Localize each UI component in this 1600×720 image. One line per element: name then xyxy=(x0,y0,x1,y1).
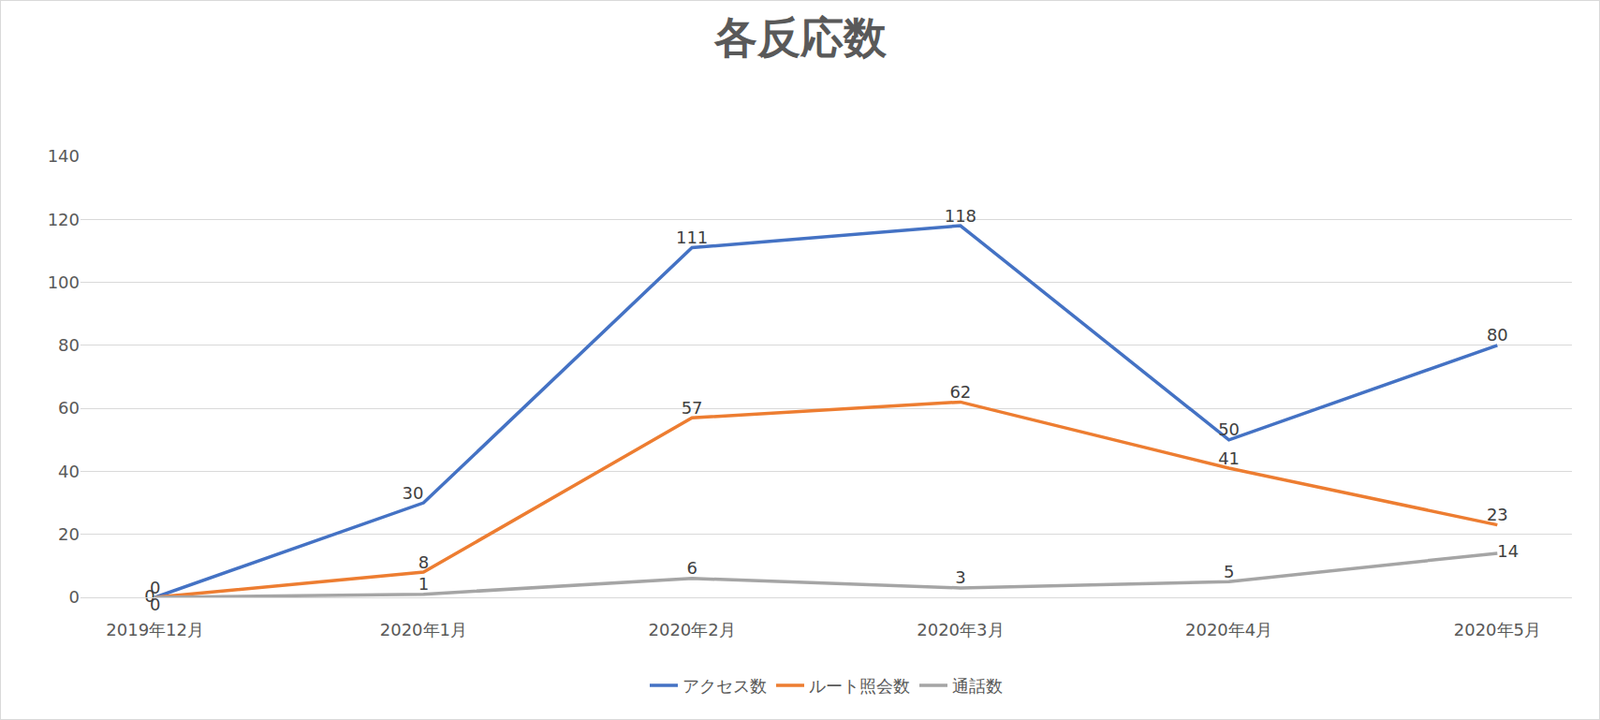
svg-text:0: 0 xyxy=(144,586,155,606)
svg-text:2020年3月: 2020年3月 xyxy=(916,619,1004,640)
svg-text:6: 6 xyxy=(686,557,697,578)
svg-text:8: 8 xyxy=(418,552,429,573)
svg-text:2019年12月: 2019年12月 xyxy=(105,619,205,640)
svg-text:30: 30 xyxy=(401,483,424,503)
svg-text:140: 140 xyxy=(47,146,80,166)
svg-text:各反応数: 各反応数 xyxy=(713,12,888,63)
svg-text:2020年5月: 2020年5月 xyxy=(1453,619,1542,640)
svg-text:3: 3 xyxy=(954,567,966,588)
svg-text:20: 20 xyxy=(58,524,80,544)
svg-text:14: 14 xyxy=(1497,541,1519,561)
svg-text:2020年4月: 2020年4月 xyxy=(1185,619,1273,640)
svg-text:111: 111 xyxy=(675,227,708,248)
svg-text:50: 50 xyxy=(1218,419,1240,440)
svg-text:アクセス数: アクセス数 xyxy=(682,675,767,696)
svg-text:41: 41 xyxy=(1218,448,1240,469)
svg-text:80: 80 xyxy=(58,335,80,355)
svg-text:23: 23 xyxy=(1486,504,1509,525)
svg-text:57: 57 xyxy=(681,397,704,418)
svg-text:80: 80 xyxy=(1486,324,1509,345)
svg-text:120: 120 xyxy=(47,209,80,230)
svg-text:118: 118 xyxy=(944,205,977,226)
svg-text:2020年1月: 2020年1月 xyxy=(380,619,468,640)
svg-text:60: 60 xyxy=(58,397,80,418)
svg-text:0: 0 xyxy=(149,577,161,598)
svg-text:ルート照会数: ルート照会数 xyxy=(808,675,911,696)
svg-text:2020年2月: 2020年2月 xyxy=(647,619,735,640)
svg-text:62: 62 xyxy=(949,381,971,402)
svg-text:5: 5 xyxy=(1223,561,1234,582)
svg-text:通話数: 通話数 xyxy=(952,675,1003,696)
svg-text:1: 1 xyxy=(418,573,429,594)
svg-text:40: 40 xyxy=(58,461,80,482)
svg-text:0: 0 xyxy=(149,594,161,615)
svg-text:0: 0 xyxy=(69,587,80,607)
svg-text:100: 100 xyxy=(47,272,80,293)
